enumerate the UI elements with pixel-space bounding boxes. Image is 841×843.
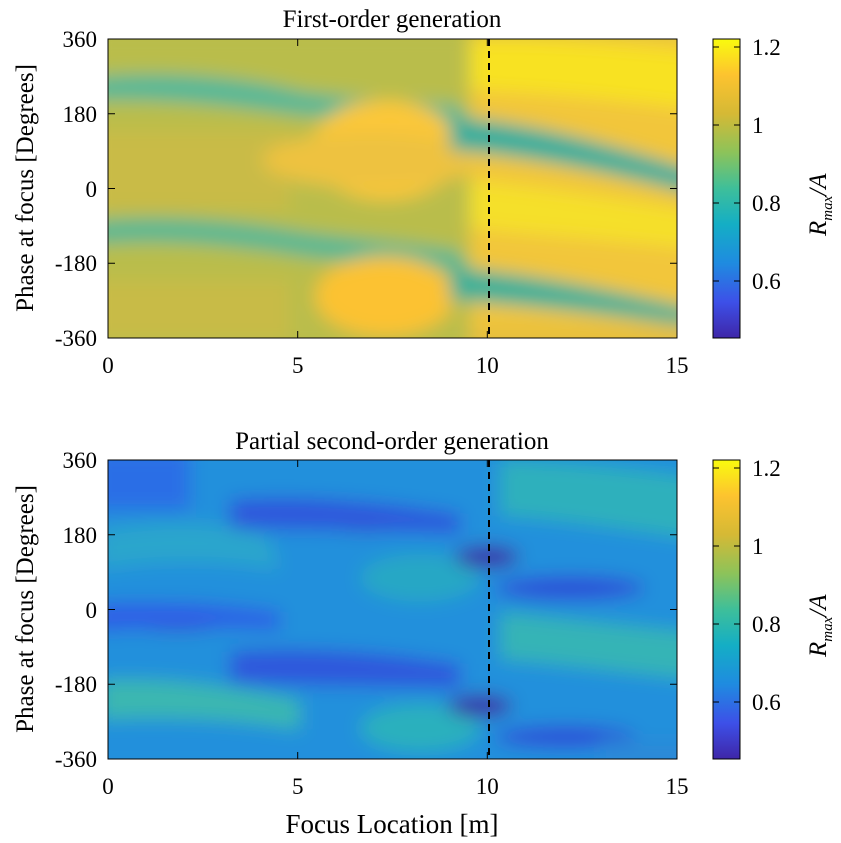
- colorbar-tick-label: 1.2: [752, 456, 781, 481]
- colorbar-tick-label: 0.6: [752, 269, 781, 294]
- x-tick-label: 15: [666, 774, 689, 799]
- x-tick-label: 5: [292, 774, 304, 799]
- y-tick-label: 180: [63, 523, 98, 548]
- x-tick-label: 10: [476, 774, 499, 799]
- y-tick-label: -180: [55, 672, 97, 697]
- y-axis-label: Phase at focus [Degrees]: [12, 485, 39, 733]
- x-tick-label: 0: [102, 774, 114, 799]
- panel-title: First-order generation: [283, 6, 502, 33]
- y-tick-label: 360: [63, 27, 98, 52]
- panel-first-order: First-order generation: [12, 6, 836, 378]
- colorbar: 1.2 1 0.8 0.6 Rmax/A: [712, 35, 836, 339]
- panel-title: Partial second-order generation: [235, 428, 549, 455]
- colorbar-label: Rmax/A: [805, 594, 836, 658]
- colorbar-tick-label: 1: [752, 113, 764, 138]
- x-axis-label: Focus Location [m]: [286, 809, 499, 839]
- colorbar-tick-label: 1: [752, 534, 764, 559]
- colorbar-tick-label: 0.8: [752, 612, 781, 637]
- heatmap-field: [108, 460, 677, 759]
- x-tick-label: 15: [666, 353, 689, 378]
- colorbar-tick-label: 0.8: [752, 191, 781, 216]
- heatmap-field: [108, 39, 677, 338]
- colorbar-tick-label: 1.2: [752, 35, 781, 60]
- x-tick-label: 10: [476, 353, 499, 378]
- x-axis: [107, 39, 678, 338]
- colorbar: 1.2 1 0.8 0.6 Rmax/A: [712, 456, 836, 760]
- y-tick-label: 0: [86, 598, 98, 623]
- y-tick-label: 0: [86, 177, 98, 202]
- y-tick-label: 180: [63, 102, 98, 127]
- colorbar-tick-label: 0.6: [752, 690, 781, 715]
- x-axis: [107, 460, 678, 759]
- colorbar-label: Rmax/A: [805, 173, 836, 237]
- y-tick-label: -180: [55, 251, 97, 276]
- y-axis-label: Phase at focus [Degrees]: [12, 64, 39, 312]
- x-tick-label: 5: [292, 353, 304, 378]
- y-tick-label: -360: [55, 326, 97, 351]
- panel-second-order: Partial second-order generation: [12, 428, 836, 839]
- y-tick-label: 360: [63, 448, 98, 473]
- y-tick-label: -360: [55, 747, 97, 772]
- y-axis: [108, 38, 677, 339]
- x-tick-label: 0: [102, 353, 114, 378]
- y-axis: [108, 459, 677, 760]
